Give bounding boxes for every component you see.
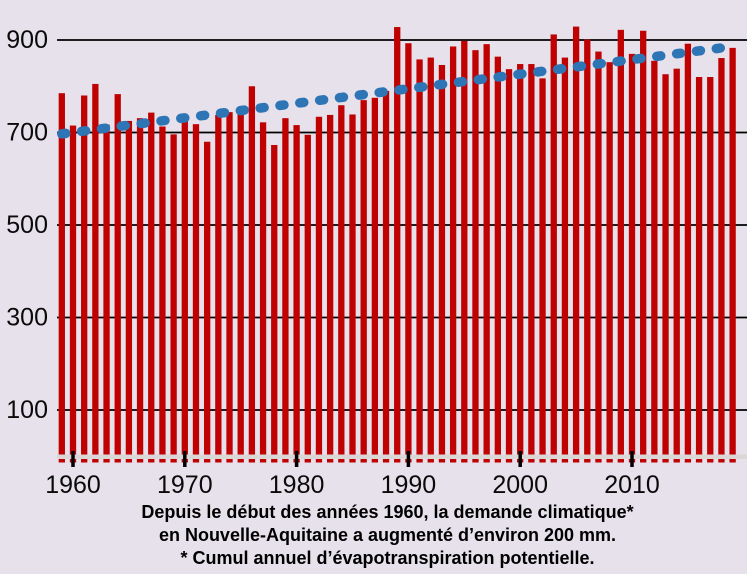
bar-2004 bbox=[561, 57, 569, 463]
bar-1998 bbox=[494, 56, 501, 463]
x-axis-label-1970: 1970 bbox=[157, 471, 213, 499]
bar-2003 bbox=[550, 34, 557, 463]
bar-1967 bbox=[148, 112, 155, 463]
trend-line bbox=[57, 41, 738, 139]
bar-1980 bbox=[293, 125, 300, 463]
bar-1989 bbox=[394, 27, 401, 463]
bar-1991 bbox=[416, 59, 423, 463]
bar-1997 bbox=[483, 44, 490, 463]
bar-2008 bbox=[606, 62, 613, 463]
caption-line-3: * Cumul annuel d’évapotranspiration pote… bbox=[180, 548, 595, 568]
bar-1986 bbox=[360, 100, 367, 463]
bar-2006 bbox=[584, 39, 591, 463]
bar-1985 bbox=[349, 114, 356, 463]
bar-1960 bbox=[69, 125, 77, 463]
bar-1964 bbox=[114, 94, 121, 463]
bar-2016 bbox=[695, 77, 703, 463]
x-axis-band bbox=[57, 454, 747, 459]
bar-2000 bbox=[517, 64, 524, 463]
y-axis-label-900: 900 bbox=[6, 26, 48, 54]
bar-2013 bbox=[662, 74, 669, 463]
bottom-white-strip bbox=[0, 574, 747, 581]
bar-2012 bbox=[651, 60, 658, 463]
bar-1972 bbox=[204, 141, 211, 463]
bar-1969 bbox=[170, 134, 177, 463]
bar-1971 bbox=[192, 124, 200, 463]
bar-1976 bbox=[248, 86, 256, 463]
x-axis-label-1980: 1980 bbox=[269, 471, 325, 499]
bar-1992 bbox=[427, 57, 434, 463]
y-axis-label-500: 500 bbox=[6, 211, 48, 239]
bar-1982 bbox=[315, 116, 323, 463]
caption-line-1: Depuis le début des années 1960, la dema… bbox=[141, 502, 634, 522]
bar-1988 bbox=[382, 90, 390, 463]
bar-1975 bbox=[237, 108, 244, 463]
bar-1995 bbox=[461, 40, 468, 463]
bar-2011 bbox=[640, 30, 647, 463]
bar-2017 bbox=[707, 77, 714, 463]
bar-2018 bbox=[718, 58, 725, 463]
bar-1987 bbox=[371, 97, 379, 463]
bar-1996 bbox=[472, 50, 479, 463]
bar-2002 bbox=[539, 78, 546, 463]
bar-1970 bbox=[181, 118, 188, 463]
bar-1968 bbox=[159, 126, 166, 463]
bar-1994 bbox=[449, 46, 457, 463]
bar-1973 bbox=[215, 114, 222, 463]
bar-2010 bbox=[628, 53, 636, 463]
y-axis-label-300: 300 bbox=[6, 304, 48, 332]
bar-1978 bbox=[271, 144, 278, 463]
y-axis-label-700: 700 bbox=[6, 119, 48, 147]
x-axis-label-2010: 2010 bbox=[604, 471, 660, 499]
bar-2005 bbox=[572, 26, 580, 463]
x-axis-label-2000: 2000 bbox=[492, 471, 548, 499]
bar-1977 bbox=[259, 122, 267, 463]
bar-1999 bbox=[505, 69, 513, 463]
caption-line-2: en Nouvelle-Aquitaine a augmenté d’envir… bbox=[158, 525, 617, 545]
chart-canvas: 100 300 500 700 900 1960 1970 1980 1990 2000 2010 bbox=[6, 26, 747, 499]
bar-1981 bbox=[304, 134, 311, 463]
x-axis-label-1960: 1960 bbox=[45, 471, 101, 499]
bar-1984 bbox=[338, 105, 345, 463]
bar-1962 bbox=[92, 83, 99, 463]
x-axis-label-1990: 1990 bbox=[381, 471, 437, 499]
bar-2019 bbox=[729, 47, 736, 463]
bar-2015 bbox=[684, 43, 692, 463]
bar-2009 bbox=[617, 29, 624, 463]
y-axis-label-100: 100 bbox=[6, 396, 48, 424]
chart-caption: Depuis le début des années 1960, la dema… bbox=[0, 501, 747, 570]
bar-1963 bbox=[103, 124, 110, 463]
bar-2007 bbox=[595, 51, 602, 463]
bar-1979 bbox=[282, 118, 289, 463]
bar-1959 bbox=[58, 93, 65, 463]
bar-2014 bbox=[673, 68, 680, 463]
bar-2001 bbox=[528, 64, 535, 463]
bar-1974 bbox=[226, 112, 233, 463]
bar-1961 bbox=[81, 95, 88, 463]
bar-1993 bbox=[438, 64, 446, 463]
bar-1965 bbox=[125, 120, 133, 463]
bar-1990 bbox=[405, 43, 412, 463]
bar-1983 bbox=[326, 114, 334, 463]
bar-1966 bbox=[136, 118, 144, 463]
